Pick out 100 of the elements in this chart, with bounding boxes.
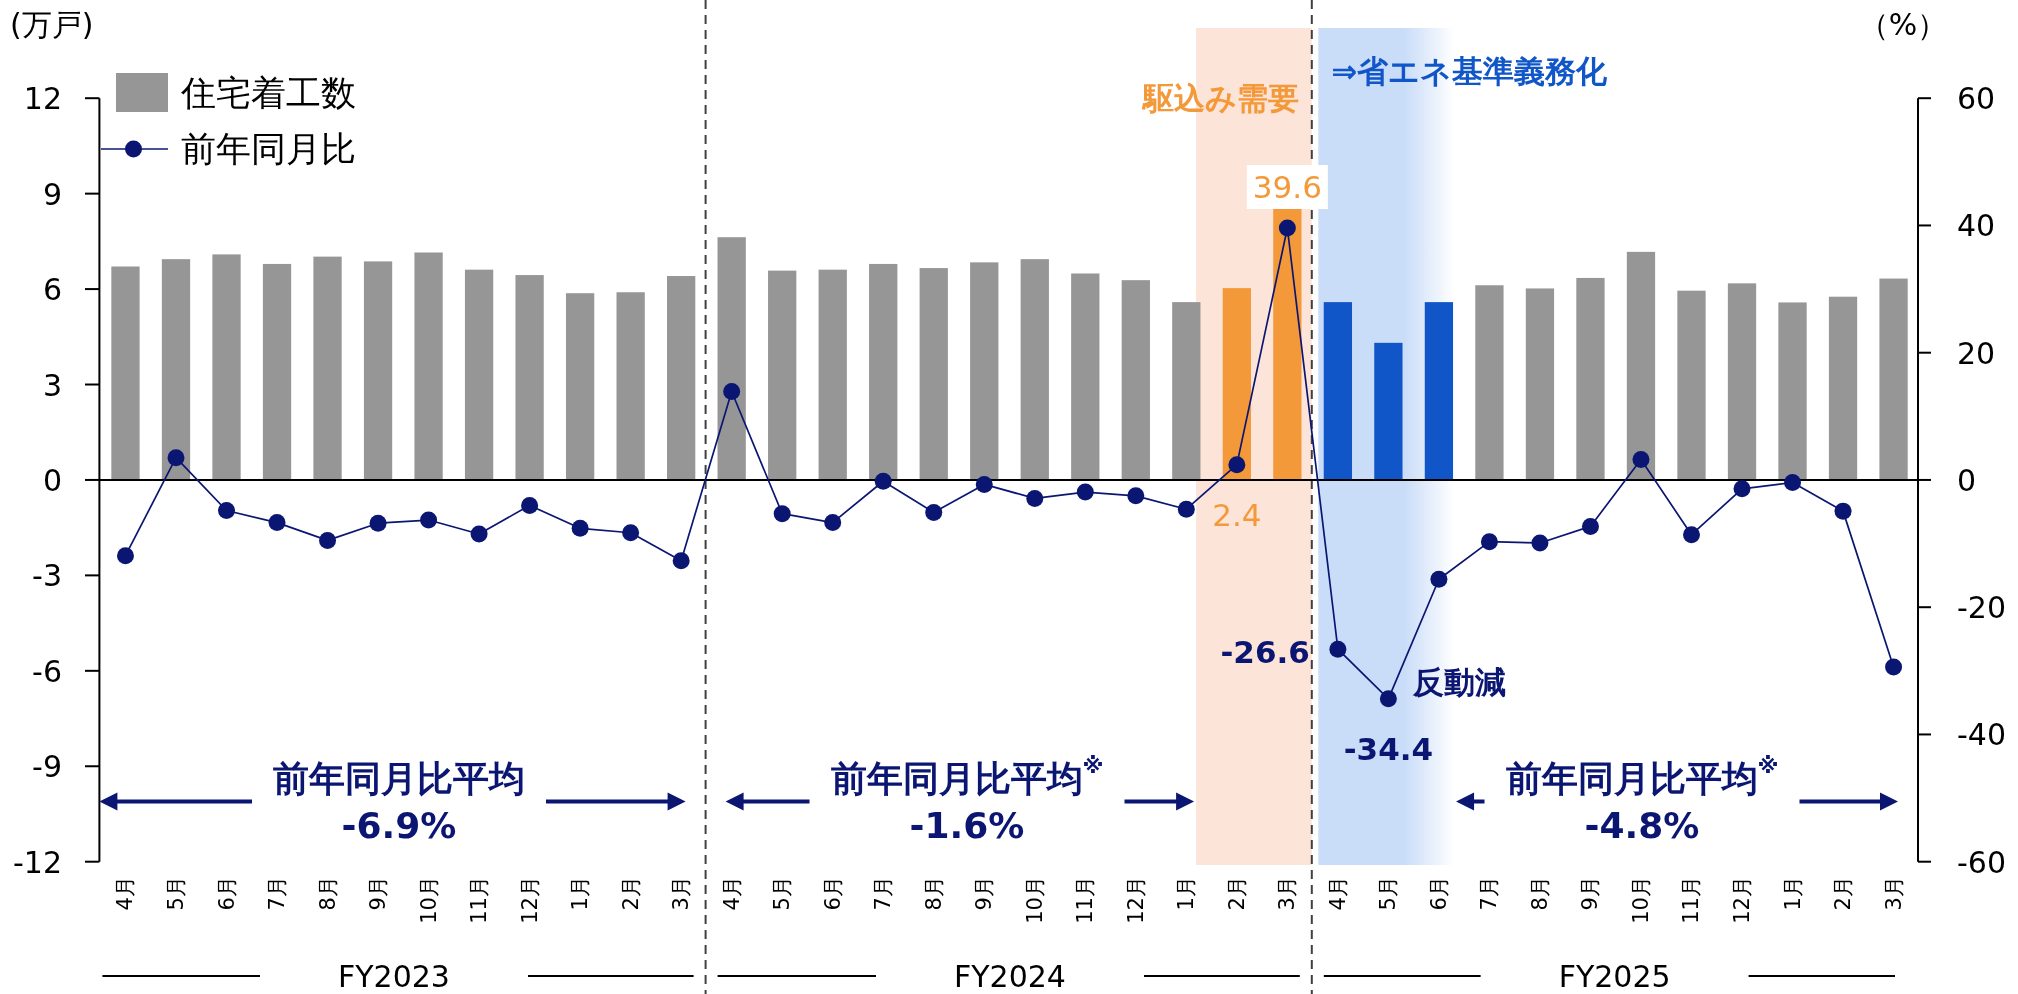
y2-tick-label: 20 <box>1957 335 1996 371</box>
bar <box>768 270 797 480</box>
point <box>874 472 892 490</box>
point <box>723 383 741 401</box>
bar <box>414 252 443 480</box>
bar <box>1828 296 1858 480</box>
x-tick-label: 12月 <box>1730 876 1755 924</box>
x-tick-label: 1月 <box>568 876 593 911</box>
text: FY2025 <box>1558 958 1671 994</box>
y-tick-label: -6 <box>32 653 62 689</box>
x-tick-label: 1月 <box>1174 876 1199 911</box>
x-tick-label: 12月 <box>1123 876 1148 924</box>
x-tick-label: 8月 <box>315 876 340 911</box>
x-tick-label: 3月 <box>1881 876 1906 911</box>
data-label: -34.4 <box>1343 730 1434 767</box>
y-tick-label: -12 <box>13 844 62 880</box>
y-tick-label: -9 <box>32 748 62 784</box>
x-tick-label: 10月 <box>1022 876 1047 924</box>
bar <box>667 276 696 480</box>
data-label: -26.6 <box>1220 634 1310 671</box>
x-tick-label: 11月 <box>467 876 492 924</box>
bar <box>464 269 494 480</box>
y-tick-label: 9 <box>42 176 62 212</box>
x-tick-label: 10月 <box>1628 876 1653 924</box>
text: FY2024 <box>954 958 1066 994</box>
point <box>1531 534 1549 552</box>
x-tick-label: 2月 <box>618 876 643 911</box>
x-tick-label: 9月 <box>1578 876 1603 911</box>
text: 前年同月比平均$^{※}$ -4.8% <box>1505 753 1779 846</box>
x-tick-label: 7月 <box>265 876 290 911</box>
point <box>1581 517 1599 535</box>
x-tick-label: 6月 <box>1426 876 1451 911</box>
x-tick-label: 7月 <box>871 876 896 911</box>
bar <box>717 237 746 480</box>
point <box>773 505 791 523</box>
y2-tick-label: 40 <box>1957 207 1996 243</box>
band-label: ⇒省エネ基準義務化 <box>1331 53 1609 89</box>
point <box>1885 658 1903 676</box>
x-tick-label: 6月 <box>214 876 239 911</box>
bar <box>1677 290 1706 480</box>
point <box>1278 219 1296 237</box>
point <box>571 519 589 537</box>
point <box>975 475 993 493</box>
bar <box>1424 302 1454 480</box>
y-tick-label: 3 <box>42 367 62 403</box>
x-tick-label: 3月 <box>1275 876 1300 911</box>
bar <box>1374 342 1403 480</box>
bar <box>313 256 342 480</box>
x-tick-label: 2月 <box>1831 876 1856 911</box>
bar <box>1576 277 1605 480</box>
y-tick-label: -3 <box>32 557 62 593</box>
x-tick-label: 4月 <box>719 876 744 911</box>
data-label: 39.6 <box>1252 168 1322 205</box>
y-axis-title: (万戸) <box>10 6 94 42</box>
point <box>925 503 943 521</box>
x-tick-label: 4月 <box>113 876 138 911</box>
bar <box>818 269 847 480</box>
y2-tick-label: -60 <box>1957 844 2006 880</box>
x-tick-label: 7月 <box>1477 876 1502 911</box>
y-tick-label: 0 <box>42 462 62 498</box>
text: FY2023 <box>338 958 450 994</box>
bar <box>363 261 393 480</box>
x-tick-label: 11月 <box>1073 876 1098 924</box>
point <box>268 514 286 532</box>
point <box>824 514 842 532</box>
legend-label: 住宅着工数 <box>179 72 356 113</box>
bar <box>1323 302 1353 480</box>
bar <box>1525 288 1555 480</box>
bar <box>565 293 595 480</box>
y2-tick-label: -40 <box>1957 716 2006 752</box>
x-tick-label: 2月 <box>1224 876 1249 911</box>
bar <box>1222 288 1251 480</box>
annotation: 前年同月比平均 -6.9% <box>273 757 525 846</box>
text: 前年同月比平均$^{※}$ -1.6% <box>830 753 1104 846</box>
point <box>1480 533 1498 551</box>
point <box>218 501 236 519</box>
point <box>1076 483 1094 501</box>
point <box>369 514 387 532</box>
x-tick-label: 10月 <box>416 876 441 924</box>
bar <box>970 262 999 480</box>
x-tick-label: 6月 <box>820 876 845 911</box>
x-tick-label: 11月 <box>1679 876 1704 924</box>
y-tick-label: 12 <box>23 80 62 116</box>
point <box>116 547 134 565</box>
point <box>1127 487 1145 505</box>
point <box>420 511 438 529</box>
annotation: 反動減 <box>1411 664 1506 700</box>
bar <box>111 266 140 480</box>
bar <box>616 292 645 480</box>
bar <box>1121 280 1150 480</box>
point <box>521 496 539 514</box>
point <box>1834 502 1852 520</box>
bar <box>1020 259 1049 480</box>
point <box>622 524 640 542</box>
bar <box>1071 273 1100 480</box>
point <box>319 531 337 549</box>
x-tick-label: 8月 <box>921 876 946 911</box>
point <box>470 525 488 543</box>
bar <box>1626 251 1656 480</box>
y2-axis-title: （%） <box>1858 6 1948 42</box>
